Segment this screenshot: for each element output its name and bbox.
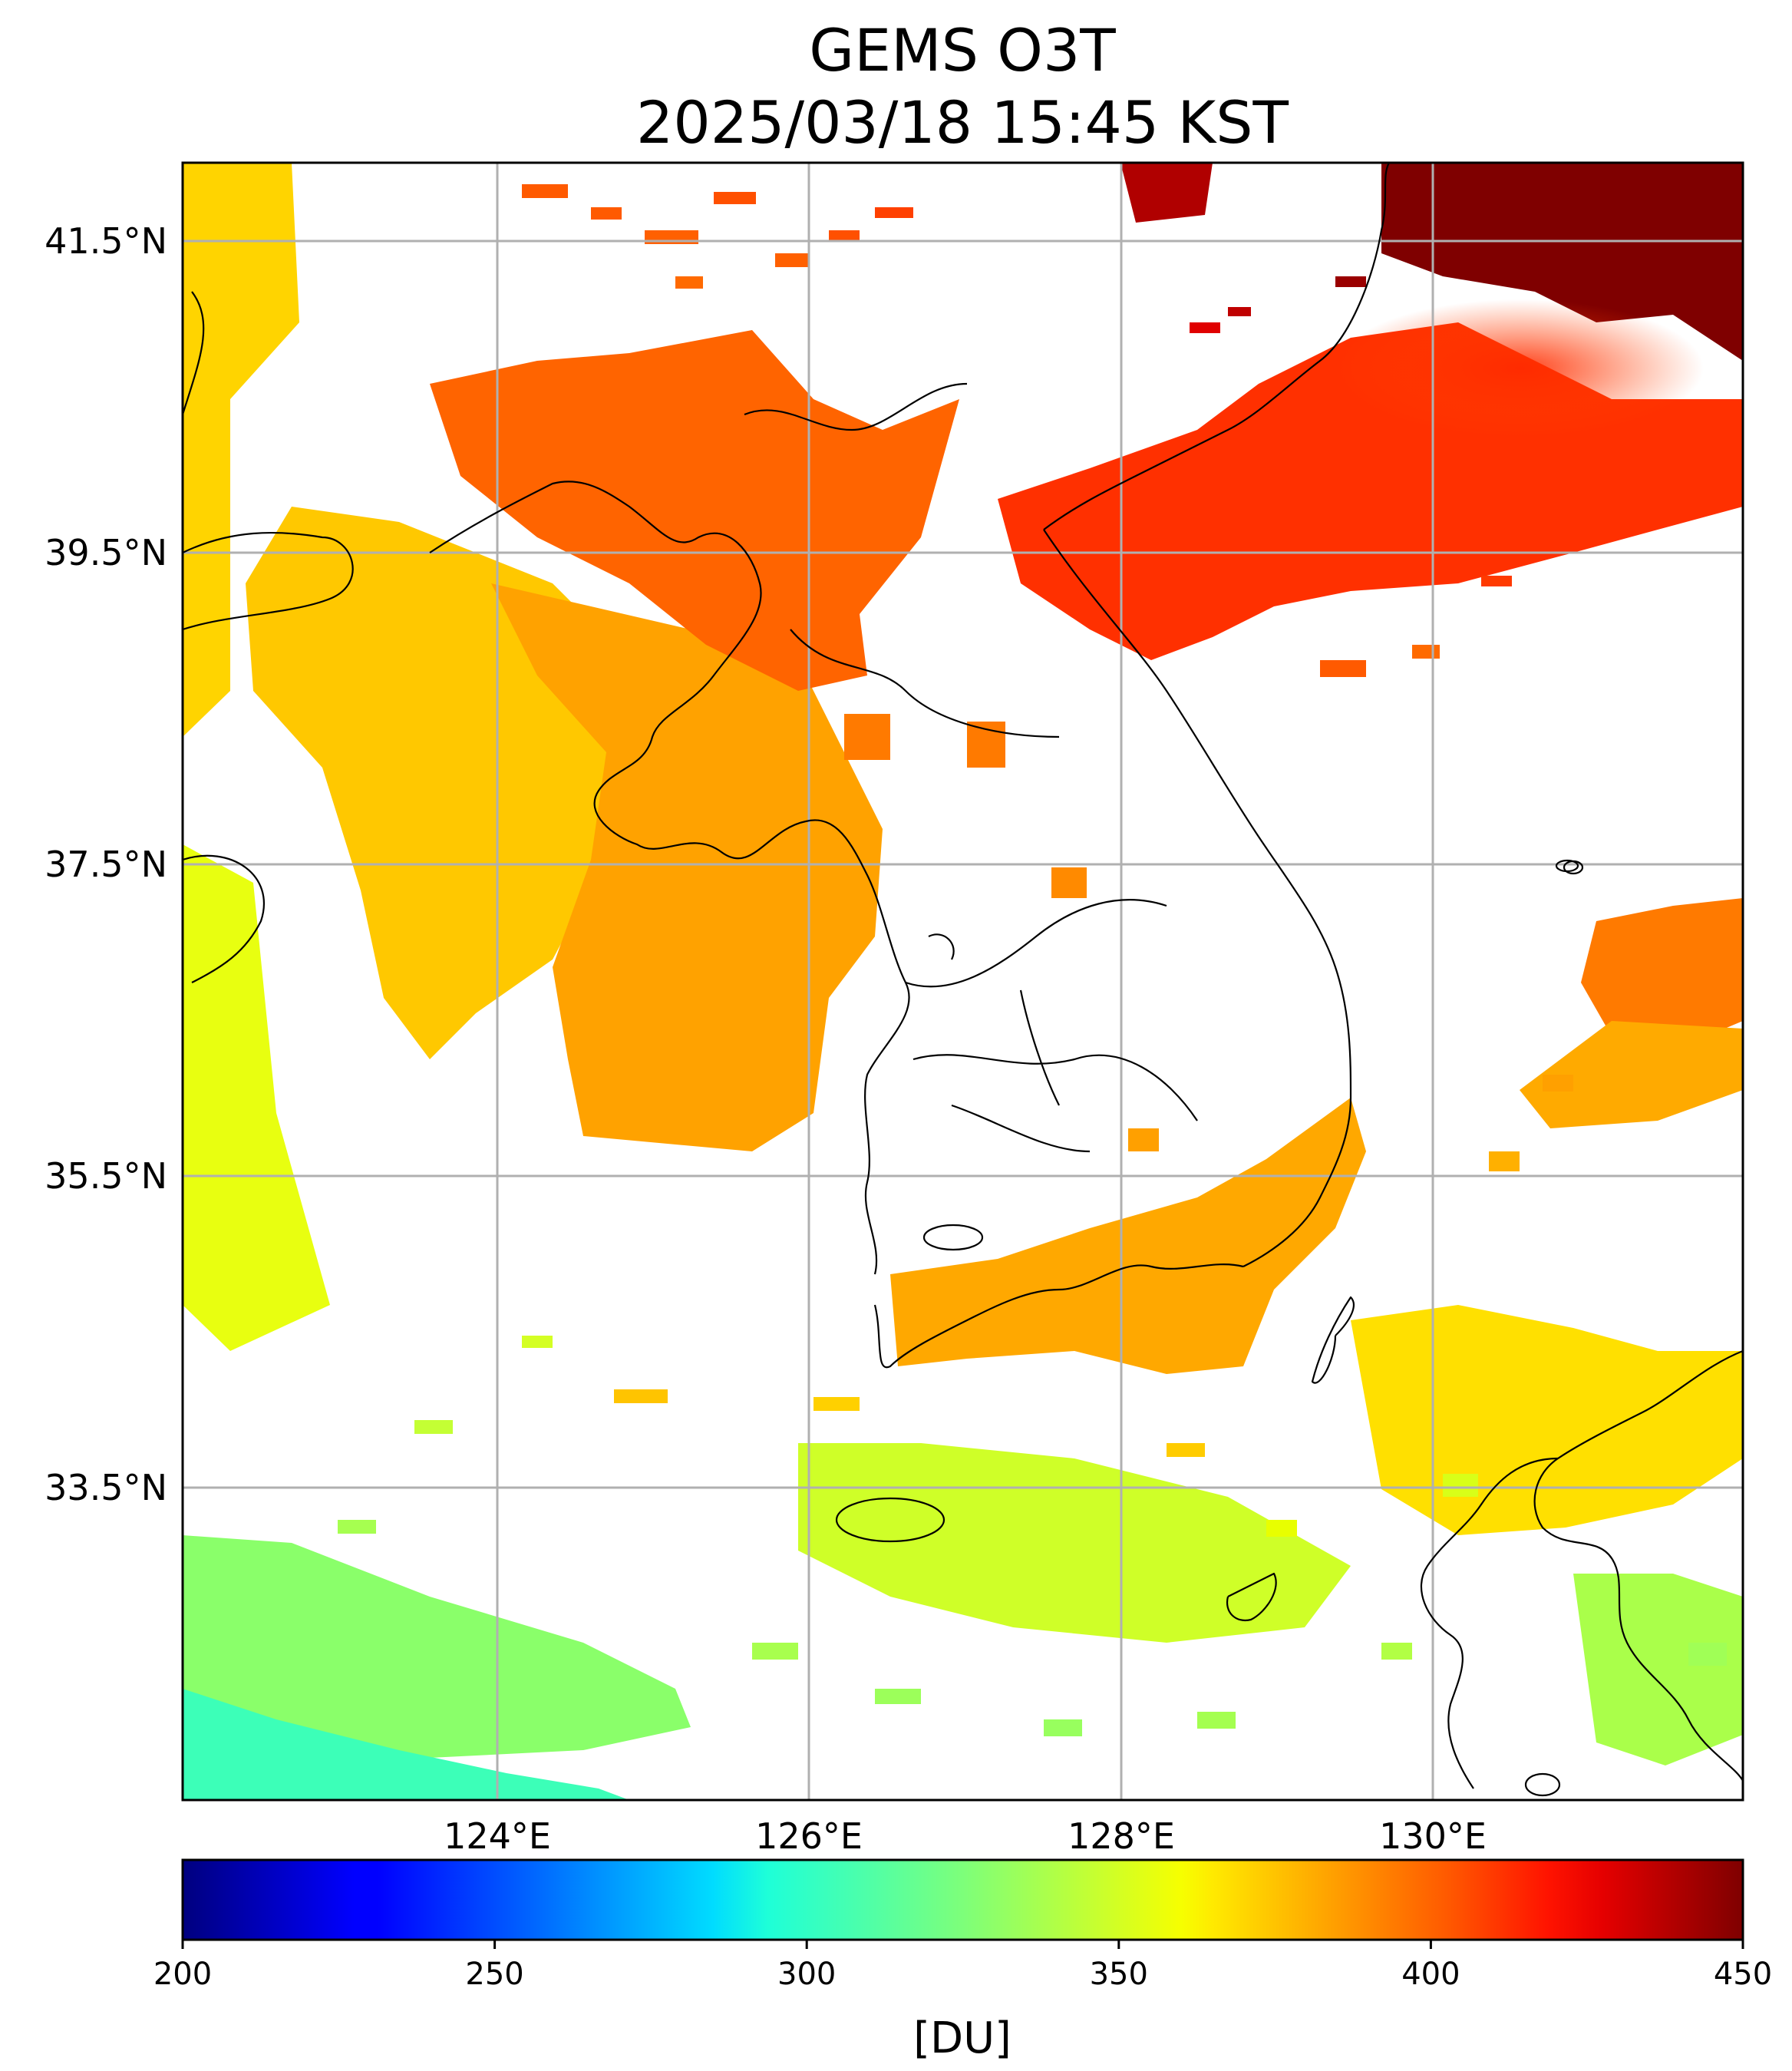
colorbar-tick-label-300: 300	[777, 1957, 836, 1992]
field-orange-east-sea	[1581, 898, 1743, 1044]
ozone-field	[183, 163, 1743, 1800]
colorbar: 200 250 300 350 400 450 [DU]	[153, 1858, 1772, 2063]
lat-label-33-5: 33.5°N	[45, 1467, 167, 1508]
colorbar-tick-label-200: 200	[153, 1957, 212, 1992]
title-line1: GEMS O3T	[809, 16, 1116, 84]
lat-tick-labels: 41.5°N 39.5°N 37.5°N 35.5°N 33.5°N	[45, 220, 167, 1508]
field-green-southwest	[183, 1535, 691, 1758]
field-cyan-corner	[183, 1689, 629, 1800]
map-panel	[181, 161, 1744, 1802]
field-green-kyushu	[1573, 1574, 1743, 1765]
field-yellow-west	[183, 163, 299, 737]
lon-label-130: 130°E	[1379, 1815, 1487, 1857]
field-yellowgreen-ecs	[798, 1443, 1351, 1643]
colorbar-tick-label-350: 350	[1090, 1957, 1148, 1992]
colorbar-gradient	[181, 1858, 1744, 1941]
field-darkred-northeast	[1381, 163, 1743, 361]
lat-label-41-5: 41.5°N	[45, 220, 167, 262]
colorbar-unit-label: [DU]	[913, 2013, 1012, 2063]
lat-label-39-5: 39.5°N	[45, 532, 167, 573]
field-orange-yellow-sea	[491, 583, 883, 1151]
lon-label-128: 128°E	[1068, 1815, 1175, 1857]
colorbar-ticks: 200 250 300 350 400 450	[153, 1940, 1772, 1992]
field-red-glow	[1335, 299, 1704, 438]
title-line2: 2025/03/18 15:45 KST	[636, 88, 1289, 157]
lon-label-124: 124°E	[444, 1815, 551, 1857]
gridlines	[183, 163, 1743, 1800]
lat-label-37-5: 37.5°N	[45, 844, 167, 885]
field-orange-north	[430, 330, 959, 691]
field-darkred-north	[1120, 163, 1213, 223]
field-orange-sea-of-japan	[1520, 1021, 1743, 1128]
lon-tick-labels: 124°E 126°E 128°E 130°E	[444, 1815, 1487, 1857]
field-yellow-green-west	[183, 844, 330, 1351]
coastlines	[183, 163, 1743, 1797]
colorbar-tick-label-450: 450	[1714, 1957, 1772, 1992]
colorbar-tick-label-400: 400	[1401, 1957, 1460, 1992]
lat-label-35-5: 35.5°N	[45, 1155, 167, 1197]
lon-label-126: 126°E	[755, 1815, 863, 1857]
field-orange-south-coast	[890, 1098, 1366, 1374]
colorbar-tick-label-250: 250	[465, 1957, 523, 1992]
